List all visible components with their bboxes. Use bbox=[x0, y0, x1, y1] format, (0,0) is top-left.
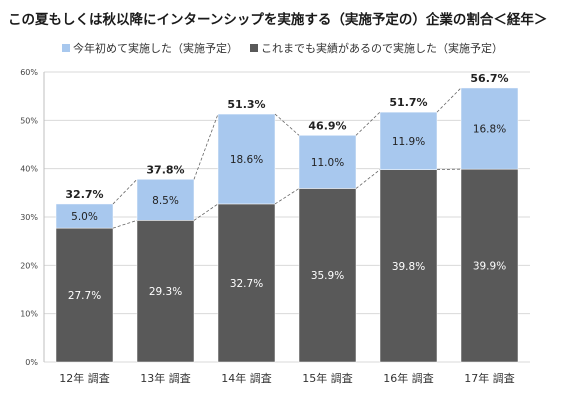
data-label-new: 8.5% bbox=[152, 195, 179, 207]
bar-existing bbox=[379, 169, 438, 363]
bar-new bbox=[379, 111, 438, 170]
total-label: 32.7% bbox=[65, 188, 103, 201]
y-tick-label: 40% bbox=[20, 165, 38, 174]
connector-line-base bbox=[193, 203, 219, 221]
connector-line-base bbox=[355, 169, 381, 189]
y-tick-label: 50% bbox=[20, 116, 38, 125]
y-tick-label: 0% bbox=[25, 358, 38, 367]
data-label-existing: 29.3% bbox=[149, 286, 182, 298]
y-tick-label: 20% bbox=[20, 261, 38, 270]
connector-line-base bbox=[274, 188, 300, 205]
connector-line-total bbox=[355, 111, 381, 136]
bar-new bbox=[298, 135, 357, 189]
connector-line-base bbox=[112, 220, 138, 229]
total-label: 51.3% bbox=[227, 98, 265, 111]
x-tick-label: 12年 調査 bbox=[59, 371, 110, 385]
chart-title: この夏もしくは秋以降にインターンシップを実施する（実施予定の）企業の割合＜経年＞ bbox=[8, 12, 548, 28]
bar-new bbox=[217, 113, 276, 205]
legend-swatch-existing bbox=[250, 44, 258, 52]
bar-new bbox=[136, 179, 195, 221]
connector-line-total bbox=[193, 113, 219, 180]
x-tick-label: 15年 調査 bbox=[302, 371, 353, 385]
legend-item-new: 今年初めて実施した（実施予定） bbox=[62, 40, 238, 56]
legend-swatch-new bbox=[62, 44, 70, 52]
connector-line-total bbox=[436, 87, 462, 113]
y-tick-label: 10% bbox=[20, 310, 38, 319]
total-label: 37.8% bbox=[146, 163, 184, 176]
y-tick-label: 60% bbox=[20, 68, 38, 77]
data-label-existing: 39.9% bbox=[473, 261, 506, 273]
data-label-existing: 27.7% bbox=[68, 290, 101, 302]
y-tick-label: 30% bbox=[20, 213, 38, 222]
bar-new bbox=[55, 203, 114, 229]
bar-existing bbox=[460, 168, 519, 363]
data-label-new: 18.6% bbox=[230, 154, 263, 166]
bar-existing bbox=[217, 203, 276, 363]
total-label: 46.9% bbox=[308, 119, 346, 132]
legend-label-new: 今年初めて実施した（実施予定） bbox=[73, 42, 238, 55]
bar-new bbox=[460, 87, 519, 170]
connector-line-total bbox=[112, 179, 138, 205]
connector-line-total bbox=[274, 113, 300, 136]
data-label-new: 16.8% bbox=[473, 124, 506, 136]
data-label-new: 5.0% bbox=[71, 211, 98, 223]
data-label-new: 11.9% bbox=[392, 136, 425, 148]
total-label: 51.7% bbox=[389, 96, 427, 109]
data-label-new: 11.0% bbox=[311, 157, 344, 169]
x-tick-label: 14年 調査 bbox=[221, 371, 272, 385]
bar-existing bbox=[136, 220, 195, 363]
x-tick-label: 16年 調査 bbox=[383, 371, 434, 385]
legend-item-existing: これまでも実績があるので実施した（実施予定） bbox=[250, 40, 503, 56]
legend-label-existing: これまでも実績があるので実施した（実施予定） bbox=[261, 42, 503, 55]
data-label-existing: 39.8% bbox=[392, 261, 425, 273]
x-tick-label: 13年 調査 bbox=[140, 371, 191, 385]
data-label-existing: 32.7% bbox=[230, 278, 263, 290]
bar-existing bbox=[298, 188, 357, 363]
total-label: 56.7% bbox=[470, 72, 508, 85]
x-tick-label: 17年 調査 bbox=[464, 371, 515, 385]
data-label-existing: 35.9% bbox=[311, 270, 344, 282]
legend: 今年初めて実施した（実施予定） これまでも実績があるので実施した（実施予定） bbox=[62, 40, 515, 56]
